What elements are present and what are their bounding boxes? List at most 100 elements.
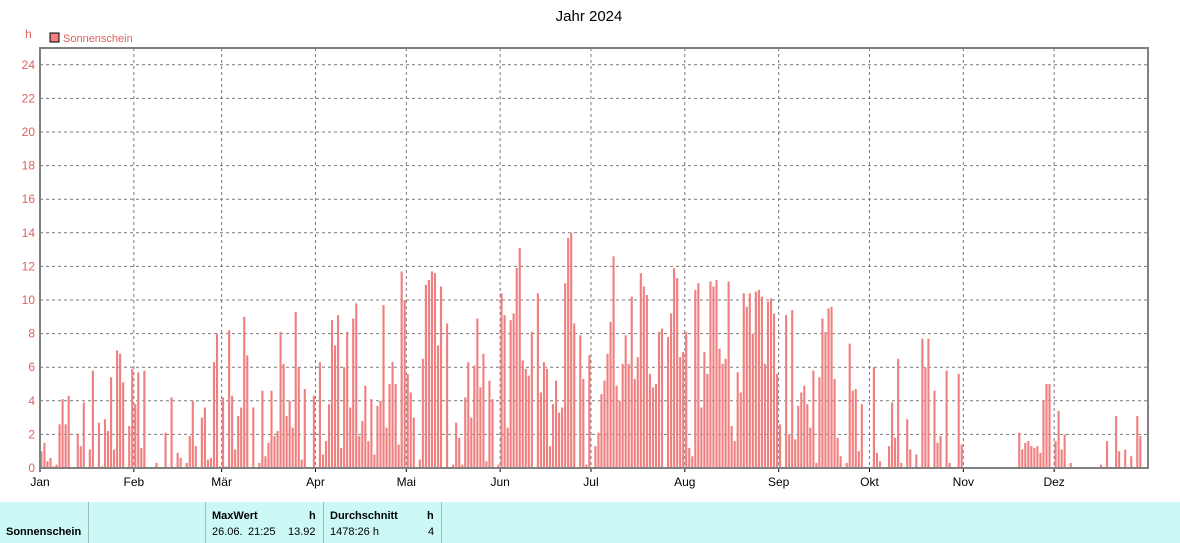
bar xyxy=(848,343,851,468)
bar xyxy=(109,377,113,468)
bar xyxy=(933,390,936,468)
bar xyxy=(176,452,179,468)
bar xyxy=(119,353,122,468)
bar xyxy=(267,442,270,468)
y-tick-label: 14 xyxy=(22,226,36,240)
bar xyxy=(321,454,325,468)
bar xyxy=(803,385,806,468)
bar xyxy=(194,446,197,468)
bar xyxy=(391,362,394,468)
bar xyxy=(376,405,379,468)
bar xyxy=(40,451,43,468)
bar xyxy=(506,427,509,468)
bar xyxy=(164,432,167,468)
bar xyxy=(567,237,570,468)
bar xyxy=(660,328,664,468)
x-tick-label: Aug xyxy=(674,475,695,489)
bar xyxy=(530,331,533,468)
bar xyxy=(1069,462,1072,468)
bar xyxy=(113,449,116,468)
bar xyxy=(458,437,461,468)
x-tick-label: Apr xyxy=(306,475,325,489)
bar xyxy=(654,384,658,468)
bar xyxy=(427,279,430,468)
bar xyxy=(860,404,863,468)
bar xyxy=(878,461,882,468)
sunshine-chart: Jahr 2024 h Sonnenschein 024681012141618… xyxy=(22,8,1149,489)
bar xyxy=(221,397,225,468)
bar xyxy=(694,289,697,468)
bar xyxy=(809,427,812,468)
y-tick-label: 16 xyxy=(22,192,36,206)
bar xyxy=(709,281,712,468)
bar xyxy=(509,320,512,468)
legend-swatch xyxy=(49,32,60,43)
stats-row-label: Sonnenschein xyxy=(6,526,82,538)
bar xyxy=(794,439,797,468)
bar xyxy=(806,404,809,468)
bar xyxy=(364,385,367,468)
bar xyxy=(358,436,361,468)
bar xyxy=(645,294,648,468)
bar xyxy=(209,457,213,468)
bar xyxy=(191,400,194,468)
bar xyxy=(772,313,776,468)
bar xyxy=(1057,410,1060,468)
bar xyxy=(179,457,182,468)
bar xyxy=(515,268,518,468)
bar xyxy=(682,352,685,468)
bar xyxy=(503,315,506,468)
bar xyxy=(264,456,267,468)
bar xyxy=(521,360,524,468)
bar xyxy=(231,395,234,468)
bar xyxy=(603,380,606,468)
bar xyxy=(131,368,134,468)
bar xyxy=(909,449,912,468)
bar xyxy=(618,400,621,468)
bar xyxy=(1139,436,1142,468)
x-tick-label: Jan xyxy=(30,475,49,489)
bar xyxy=(1118,451,1121,468)
bar xyxy=(185,462,188,468)
bar xyxy=(497,464,500,468)
bar xyxy=(775,373,779,468)
y-tick-label: 6 xyxy=(28,360,35,374)
bar xyxy=(527,375,530,468)
bar xyxy=(1042,400,1045,468)
bar xyxy=(291,427,294,468)
bar xyxy=(276,431,279,468)
bar xyxy=(134,404,137,468)
x-tick-label: Jul xyxy=(583,475,598,489)
bar xyxy=(585,464,588,468)
bar xyxy=(1099,464,1103,468)
bar xyxy=(915,454,918,468)
bar xyxy=(1063,434,1066,468)
bar xyxy=(1024,442,1027,468)
bar xyxy=(352,318,355,468)
bar xyxy=(579,335,582,468)
bar xyxy=(727,281,730,468)
bar xyxy=(1054,441,1057,468)
bar xyxy=(58,424,61,468)
bar xyxy=(600,394,603,468)
bar xyxy=(888,446,891,468)
bar xyxy=(436,345,440,468)
bar xyxy=(730,426,733,468)
max-value: 13.92 xyxy=(288,526,316,538)
bar xyxy=(340,447,343,468)
bar xyxy=(500,293,503,468)
stats-divider xyxy=(88,502,89,543)
y-tick-label: 18 xyxy=(22,159,36,173)
bar xyxy=(875,452,879,468)
bar xyxy=(1124,449,1127,468)
bar xyxy=(551,404,555,468)
bar xyxy=(300,459,303,468)
bar xyxy=(845,462,848,468)
bar xyxy=(215,333,219,468)
x-tick-label: Okt xyxy=(860,475,879,489)
bar xyxy=(960,444,963,468)
bar xyxy=(370,399,373,468)
avg-unit: h xyxy=(427,510,434,522)
bar xyxy=(252,407,255,468)
bar xyxy=(270,390,273,468)
